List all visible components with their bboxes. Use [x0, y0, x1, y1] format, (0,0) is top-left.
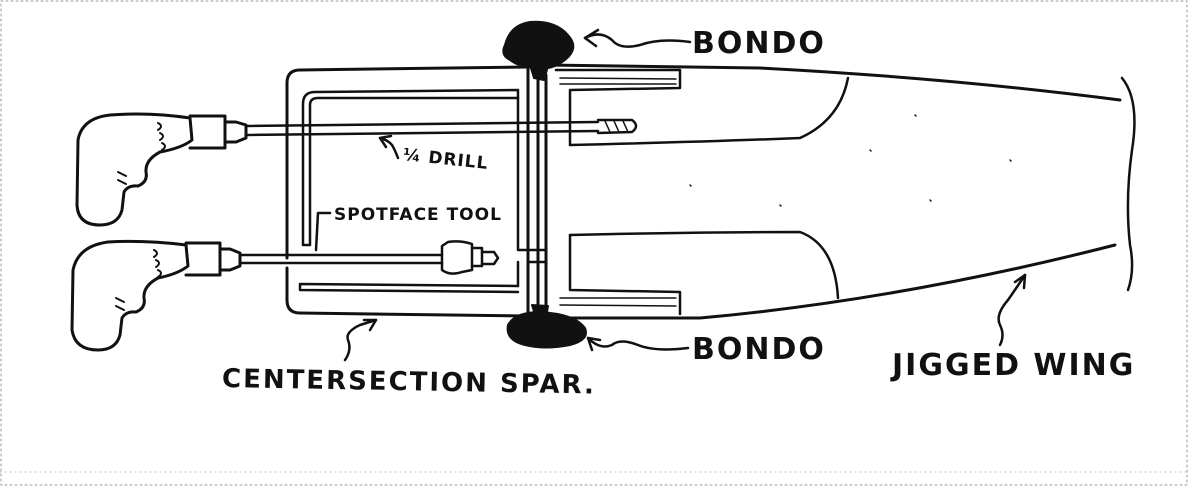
label-bondo-top: BONDO: [692, 26, 826, 61]
label-bondo-bottom: BONDO: [692, 332, 826, 367]
bondo-top-leader: [583, 28, 692, 48]
centersection-spar: [285, 65, 548, 322]
power-drill-icon: [75, 112, 248, 227]
bondo-blob-bottom: [506, 304, 587, 349]
spotface-tool: [238, 240, 500, 275]
jigged-wing: [544, 63, 1136, 320]
bondo-blob-top: [502, 20, 575, 81]
bondo-bottom-leader: [586, 336, 690, 352]
spar-leader: [343, 318, 378, 362]
power-drill-icon: [70, 239, 242, 352]
label-jigged-wing: JIGGED WING: [892, 348, 1136, 383]
wing-leader: [997, 273, 1027, 347]
label-spotface-tool: SPOTFACE TOOL: [334, 205, 502, 225]
quarter-inch-drill-bit: [244, 118, 638, 137]
spotface-leader: [314, 211, 332, 252]
drill-leader: [378, 134, 400, 160]
